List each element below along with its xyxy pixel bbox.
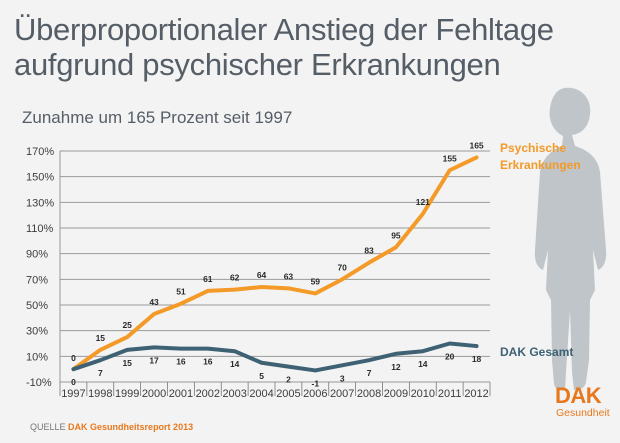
x-tick-label: 2003 [222, 388, 246, 400]
data-label: 0 [71, 377, 76, 387]
x-tick-label: 2012 [464, 388, 488, 400]
y-tick-label: 170% [26, 146, 54, 158]
chart-title: Überproportionaler Anstieg der Fehltage … [14, 12, 554, 82]
x-tick-label: 2008 [357, 388, 381, 400]
data-label: 62 [230, 273, 240, 283]
data-label: 14 [230, 359, 240, 369]
x-tick-label: 1997 [61, 388, 85, 400]
x-tick-label: 2011 [438, 388, 462, 400]
data-label: 17 [149, 355, 159, 365]
person-silhouette [534, 87, 607, 391]
logo-brand: DAK [555, 383, 602, 408]
data-label: 7 [367, 368, 372, 378]
data-label: 20 [445, 352, 455, 362]
source-note: QUELLE DAK Gesundheitsreport 2013 [30, 422, 193, 432]
series-line-psychische [71, 155, 479, 372]
source-prefix: QUELLE [30, 422, 66, 432]
data-label: 2 [286, 375, 291, 385]
y-tick-label: 70% [26, 274, 48, 286]
x-tick-label: 2004 [249, 388, 273, 400]
x-tick-label: 2005 [276, 388, 300, 400]
data-label: 5 [259, 371, 264, 381]
data-label: 3 [340, 373, 345, 383]
data-label: 15 [96, 333, 106, 343]
y-axis-ticks: -10% 10% 30% 50% 70% 90% 110% 130% 150% 170% [26, 146, 54, 389]
data-label: 43 [149, 297, 159, 307]
data-label: 121 [416, 197, 430, 207]
y-tick-label: 10% [26, 351, 48, 363]
legend-psychische: Psychische Erkrankungen [500, 141, 581, 172]
data-label: 51 [176, 287, 186, 297]
data-label: 12 [391, 362, 401, 372]
y-tick-label: -10% [26, 377, 52, 389]
series-legend: Psychische Erkrankungen DAK Gesamt [500, 141, 581, 359]
x-tick-label: 1999 [115, 388, 139, 400]
y-tick-label: 30% [26, 326, 48, 338]
data-label: 70 [337, 262, 347, 272]
x-tick-label: 2001 [169, 388, 193, 400]
x-tick-label: 2010 [411, 388, 435, 400]
source-name: DAK Gesundheitsreport 2013 [68, 422, 194, 432]
data-label: 63 [284, 271, 294, 281]
y-tick-label: 110% [26, 223, 54, 235]
gridlines [59, 150, 490, 383]
data-label: 25 [122, 320, 132, 330]
x-tick-label: 2000 [142, 388, 166, 400]
y-tick-label: 150% [26, 172, 54, 184]
data-label: 59 [311, 276, 321, 286]
data-label: 165 [469, 140, 483, 150]
legend-dak-gesamt: DAK Gesamt [500, 345, 573, 359]
series-line-dak-gesamt [71, 341, 479, 373]
dak-logo: DAK Gesundheit [555, 383, 610, 420]
logo-sub: Gesundheit [556, 407, 610, 419]
data-label: 0 [71, 353, 76, 363]
data-label: 64 [257, 270, 267, 280]
x-tick-label: 2006 [303, 388, 327, 400]
data-label: 61 [203, 274, 213, 284]
data-label: 18 [472, 354, 482, 364]
y-tick-label: 50% [26, 300, 48, 312]
data-label: 155 [443, 153, 457, 163]
y-tick-label: 90% [26, 249, 48, 261]
series-lines [71, 155, 479, 373]
data-label: -1 [312, 378, 320, 388]
y-tick-label: 130% [26, 197, 54, 209]
x-tick-label: 2002 [196, 388, 220, 400]
x-tick-label: 2009 [384, 388, 408, 400]
data-label: 7 [98, 368, 103, 378]
chart-subtitle: Zunahme um 165 Prozent seit 1997 [22, 108, 293, 127]
x-axis-ticks: 1997 1998 1999 2000 2001 2002 2003 2004 2005 2006… [59, 382, 491, 400]
data-label: 14 [418, 359, 428, 369]
data-label: 15 [122, 358, 132, 368]
x-tick-label: 2007 [330, 388, 354, 400]
x-tick-label: 1998 [88, 388, 112, 400]
data-label: 16 [176, 357, 186, 367]
data-label: 95 [391, 230, 401, 240]
data-label: 16 [203, 357, 213, 367]
data-label: 83 [364, 246, 374, 256]
